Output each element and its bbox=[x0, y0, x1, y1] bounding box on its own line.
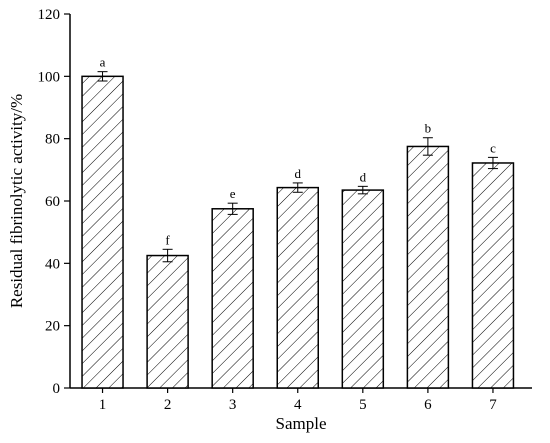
significance-label: d bbox=[360, 169, 367, 184]
y-ticks: 0 20 40 60 80 100 120 bbox=[38, 7, 70, 397]
x-tick-label: 5 bbox=[359, 397, 367, 413]
significance-label: e bbox=[230, 186, 236, 201]
y-tick-label: 100 bbox=[38, 69, 61, 85]
significance-label: a bbox=[100, 55, 106, 70]
y-tick-label: 60 bbox=[45, 194, 60, 210]
x-tick-label: 6 bbox=[424, 397, 432, 413]
significance-label: f bbox=[165, 232, 170, 247]
bar bbox=[471, 162, 515, 389]
y-tick-label: 80 bbox=[45, 132, 60, 148]
y-tick-label: 40 bbox=[45, 256, 60, 272]
x-tick-label: 3 bbox=[229, 397, 237, 413]
y-tick-label: 20 bbox=[45, 319, 60, 335]
y-tick-label: 0 bbox=[53, 381, 61, 397]
x-tick-label: 2 bbox=[164, 397, 172, 413]
y-axis-title: Residual fibrinolytic activity/% bbox=[7, 94, 26, 308]
significance-label: b bbox=[425, 121, 432, 136]
x-tick-label: 4 bbox=[294, 397, 302, 413]
x-axis-title: Sample bbox=[276, 414, 327, 433]
y-tick-label: 120 bbox=[38, 7, 61, 23]
bar bbox=[341, 189, 385, 389]
bar bbox=[81, 75, 124, 389]
significance-label: d bbox=[294, 166, 301, 181]
x-ticks: 1 2 3 4 5 6 7 bbox=[99, 388, 497, 413]
bars bbox=[81, 75, 515, 389]
significance-labels: a f e d d b c bbox=[100, 55, 496, 248]
significance-label: c bbox=[490, 140, 496, 155]
x-tick-label: 1 bbox=[99, 397, 107, 413]
bar bbox=[146, 254, 189, 389]
bar bbox=[211, 208, 254, 389]
bar bbox=[406, 145, 450, 389]
x-tick-label: 7 bbox=[489, 397, 497, 413]
bar bbox=[276, 186, 319, 389]
error-bars bbox=[97, 71, 498, 263]
